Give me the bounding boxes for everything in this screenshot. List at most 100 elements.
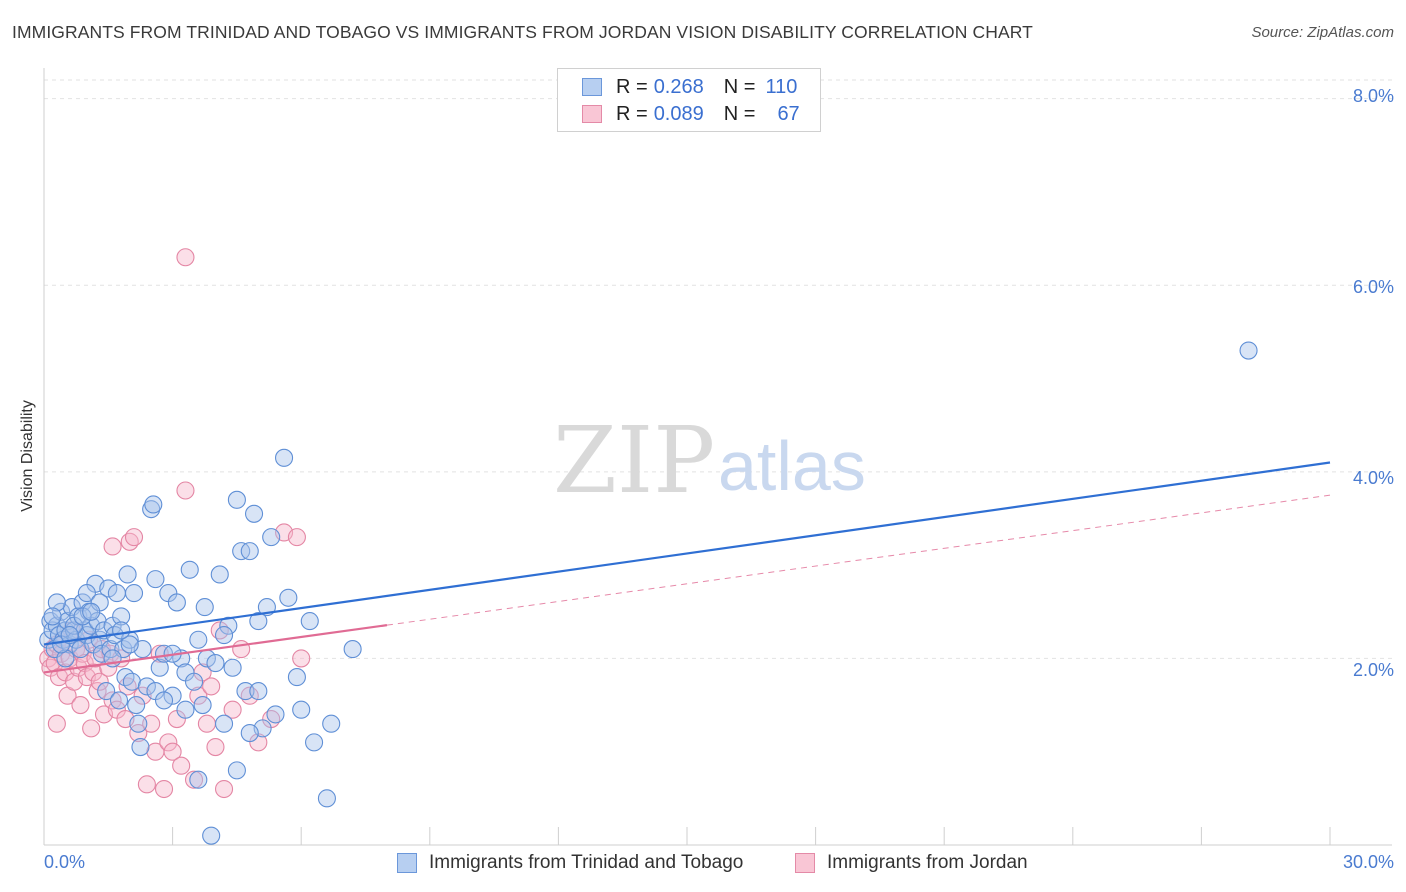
trinidad-point [163, 686, 182, 705]
blue-swatch [582, 78, 602, 96]
trinidad-point [92, 644, 111, 663]
jordan-point [223, 700, 242, 719]
jordan-point [71, 696, 90, 715]
x-tick-label: 30.0% [1342, 852, 1394, 872]
trinidad-point [322, 714, 341, 733]
trinidad-point [317, 789, 336, 808]
trinidad-point [206, 654, 225, 673]
jordan-point [47, 714, 66, 733]
trinidad-point [73, 607, 92, 626]
stats-legend: R = 0.268 N = 110 R = 0.089 N = 67 [557, 68, 821, 132]
jordan-point [287, 528, 306, 547]
r-value: 0.268 [653, 75, 704, 98]
trinidad-point [227, 490, 246, 509]
jordan-point [82, 719, 101, 738]
legend-item-jordan: Immigrants from Jordan [795, 852, 1028, 874]
r-label: R = [616, 102, 648, 125]
gridlines [44, 79, 1392, 659]
y-tick-label: 6.0% [1352, 277, 1394, 297]
r-value: 0.089 [653, 102, 704, 125]
jordan-point [154, 779, 174, 799]
trinidad-trend-line [43, 461, 1331, 646]
trinidad-point [144, 495, 163, 514]
legend-label: Immigrants from Jordan [827, 852, 1028, 873]
trinidad-point [112, 607, 131, 626]
jordan-point [197, 714, 216, 733]
trinidad-point [150, 658, 169, 677]
trinidad-point [52, 602, 71, 621]
watermark-zip: ZIP [553, 407, 715, 514]
trinidad-point [154, 691, 174, 710]
y-tick-label: 4.0% [1352, 468, 1394, 488]
trinidad-point [214, 626, 234, 645]
jordan-point [176, 248, 195, 267]
stats-legend-row-pink: R = 0.089 N = 67 [582, 101, 800, 127]
jordan-trend-line [43, 624, 388, 674]
trinidad-point [97, 682, 116, 701]
trinidad-point [176, 700, 195, 719]
trend-lines [43, 461, 1331, 674]
trinidad-point [77, 584, 96, 603]
trinidad-point [214, 714, 234, 733]
trinidad-point [99, 579, 118, 598]
jordan-point [206, 737, 225, 757]
stats-legend-row-blue: R = 0.268 N = 110 [582, 74, 797, 100]
trinidad-point [47, 593, 66, 612]
trinidad-point [124, 584, 144, 603]
trinidad-point [120, 635, 139, 654]
blue-swatch [397, 853, 417, 873]
jordan-point [142, 714, 161, 733]
trinidad-point [279, 588, 298, 607]
axes [43, 68, 1392, 846]
trinidad-point [249, 612, 268, 631]
jordan-point [184, 770, 204, 789]
trinidad-point [262, 528, 281, 547]
trinidad-point [343, 640, 362, 659]
n-label: N = [723, 75, 756, 98]
trinidad-point [189, 630, 208, 649]
pink-swatch [582, 105, 602, 123]
jordan-point [232, 640, 251, 659]
y-tick-label: 2.0% [1352, 660, 1394, 680]
y-tick-label: 8.0% [1352, 86, 1394, 106]
trinidad-point [1239, 341, 1258, 360]
chart-source: Source: ZipAtlas.com [1251, 24, 1394, 41]
trinidad-point [249, 682, 268, 701]
jordan-point [292, 649, 311, 668]
n-value: 110 [765, 75, 798, 98]
trinidad-point [184, 672, 204, 691]
trinidad-point [118, 565, 137, 584]
pink-swatch [795, 853, 815, 873]
trinidad-point [305, 733, 324, 752]
trinidad-point [109, 691, 129, 710]
trinidad-point [167, 593, 186, 612]
jordan-point [189, 686, 208, 705]
trinidad-point [240, 542, 259, 561]
trinidad-point [223, 658, 242, 677]
jordan-point [90, 672, 109, 691]
trinidad-point [142, 500, 161, 519]
jordan-point [163, 742, 182, 761]
trinidad-point [107, 584, 126, 603]
jordan-point [124, 528, 144, 547]
trinidad-point [202, 826, 221, 845]
trinidad-point [112, 621, 131, 640]
trinidad-point [137, 677, 156, 696]
trinidad-point [266, 705, 285, 724]
n-label: N = [723, 102, 756, 125]
trinidad-point [244, 504, 264, 523]
trinidad-point [129, 714, 148, 733]
trinidad-point [292, 700, 311, 719]
trinidad-point [180, 560, 199, 579]
trinidad-point [275, 448, 294, 467]
jordan-point [176, 481, 195, 500]
jordan-point [202, 677, 221, 696]
data-points [39, 248, 1258, 845]
watermark-atlas: atlas [718, 427, 866, 505]
trinidad-point [193, 696, 212, 715]
chart-title: IMMIGRANTS FROM TRINIDAD AND TOBAGO VS I… [12, 22, 1033, 42]
trinidad-point [236, 682, 255, 701]
trinidad-point [82, 602, 101, 621]
trinidad-point [43, 607, 62, 626]
